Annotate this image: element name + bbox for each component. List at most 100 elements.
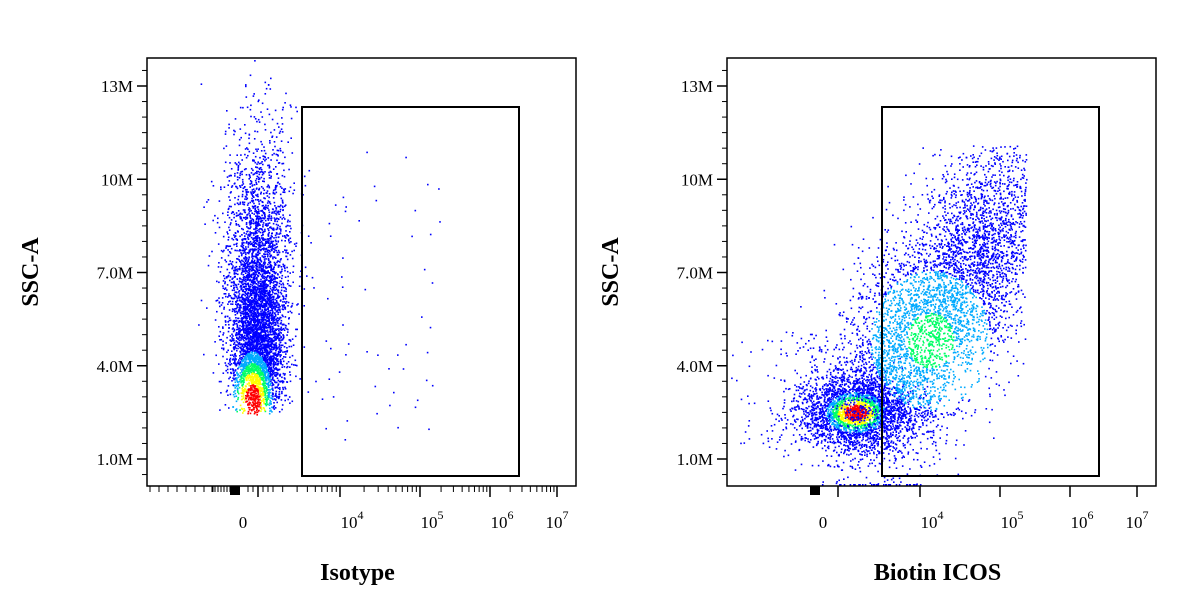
event-point: [288, 345, 291, 348]
event-point: [261, 347, 263, 350]
event-point: [242, 310, 245, 313]
event-point: [275, 390, 278, 393]
event-point: [286, 283, 289, 285]
event-point: [273, 278, 275, 280]
event-point: [259, 257, 262, 259]
event-point: [291, 363, 293, 366]
event-point: [248, 408, 251, 411]
event-point: [273, 360, 275, 363]
event-point: [237, 345, 240, 347]
event-point: [249, 303, 252, 306]
event-point: [256, 271, 258, 273]
event-point: [247, 238, 250, 240]
event-point: [267, 207, 269, 210]
event-point: [268, 289, 271, 292]
event-point: [258, 405, 260, 408]
event-point: [275, 284, 278, 287]
event-point: [270, 367, 272, 369]
event-point: [268, 324, 271, 327]
event-point: [259, 364, 262, 367]
event-point: [265, 398, 267, 401]
event-point: [249, 262, 252, 265]
event-point: [254, 401, 257, 403]
event-point: [247, 362, 250, 364]
event-point: [264, 331, 266, 333]
event-point: [239, 249, 241, 251]
event-point: [239, 355, 241, 357]
event-point: [243, 329, 245, 332]
event-point: [244, 209, 246, 211]
event-point: [262, 324, 265, 327]
event-point: [220, 257, 223, 259]
event-point: [253, 337, 255, 340]
event-point: [273, 201, 276, 204]
event-point: [273, 408, 276, 410]
event-point: [276, 369, 279, 372]
event-point: [247, 242, 249, 245]
event-point: [245, 334, 248, 336]
event-point: [242, 410, 245, 412]
event-point: [227, 385, 230, 387]
event-point: [275, 342, 277, 344]
event-point: [266, 345, 269, 348]
event-point: [248, 212, 250, 214]
event-point: [282, 284, 285, 286]
event-point: [279, 309, 281, 311]
event-point: [263, 317, 265, 319]
event-point: [250, 301, 252, 303]
event-point: [212, 219, 214, 222]
event-point: [253, 387, 256, 389]
event-point: [264, 303, 266, 305]
event-point: [287, 361, 290, 363]
event-point: [231, 338, 234, 340]
event-point: [247, 154, 249, 157]
event-point: [251, 257, 254, 260]
event-point: [285, 237, 287, 239]
event-point: [234, 118, 237, 120]
event-point: [262, 398, 264, 401]
event-point: [256, 265, 259, 268]
event-point: [268, 186, 271, 189]
event-point: [222, 212, 224, 215]
event-point: [294, 364, 297, 366]
event-point: [256, 276, 258, 279]
event-point: [265, 404, 268, 407]
event-point: [231, 350, 233, 352]
event-point: [257, 244, 260, 246]
event-point: [250, 367, 252, 370]
event-point: [271, 312, 274, 315]
event-point: [268, 323, 270, 325]
event-point: [216, 310, 218, 313]
event-point: [303, 346, 306, 348]
event-point: [237, 383, 240, 386]
event-point: [240, 363, 242, 365]
event-point: [216, 221, 219, 224]
event-point: [274, 332, 276, 334]
event-point: [248, 314, 250, 316]
event-point: [252, 220, 255, 222]
event-point: [252, 305, 255, 308]
event-point: [231, 289, 234, 292]
event-point: [256, 120, 258, 123]
event-point: [228, 407, 230, 409]
event-point: [235, 319, 237, 322]
event-point: [239, 106, 242, 109]
event-point: [279, 305, 281, 308]
event-point: [250, 356, 253, 358]
event-point: [283, 329, 286, 331]
event-point: [264, 129, 267, 131]
event-point: [271, 388, 274, 390]
event-point: [248, 256, 250, 258]
event-point: [254, 355, 257, 357]
event-point: [269, 285, 271, 288]
event-point: [276, 360, 278, 362]
event-point: [269, 299, 272, 302]
event-point: [250, 232, 252, 234]
event-point: [258, 280, 260, 283]
event-point: [253, 391, 255, 394]
event-point: [284, 204, 287, 206]
event-point: [272, 301, 275, 304]
event-point: [272, 346, 275, 348]
event-point: [239, 333, 241, 336]
event-point: [232, 368, 235, 371]
